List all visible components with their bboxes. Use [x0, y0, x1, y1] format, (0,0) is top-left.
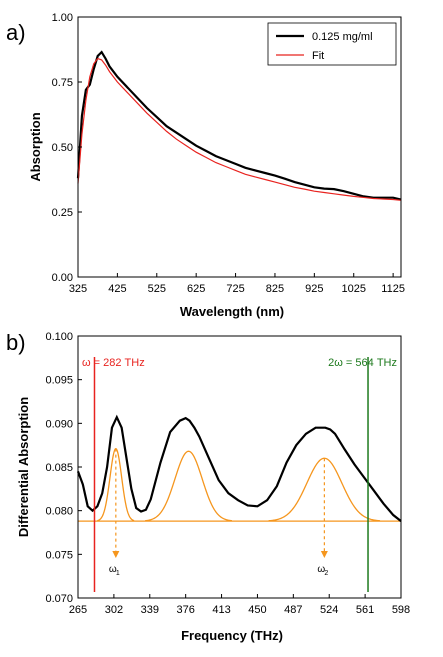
- panel-b-xlabel: Frequency (THz): [181, 628, 283, 643]
- x-tick-label: 598: [392, 604, 410, 616]
- x-tick-label: 376: [176, 604, 194, 616]
- x-tick-label: 1025: [341, 283, 365, 295]
- panel-a-legend: 0.125 mg/ml Fit: [267, 22, 397, 66]
- panel-a-frame: [77, 16, 402, 278]
- y-tick-label: 0.085: [45, 462, 73, 474]
- y-tick-label: 0.095: [45, 375, 73, 387]
- series-measured-line: [76, 50, 402, 201]
- x-tick-label: 450: [248, 604, 266, 616]
- panel-a-y-ticks: 0.00 0.25 0.50 0.75 1.00: [52, 12, 82, 284]
- series-fit-line: [77, 57, 402, 201]
- y-tick-label: 0.100: [45, 331, 73, 343]
- x-tick-label: 561: [356, 604, 374, 616]
- gaussian-component-2: [145, 450, 232, 522]
- panel-b-ylabel: Differential Absorption: [16, 397, 31, 537]
- y-tick-label: 0.75: [52, 77, 73, 89]
- panel-b-plot: [76, 357, 402, 592]
- panel-a-plot: [76, 50, 402, 201]
- x-tick-label: 925: [305, 283, 323, 295]
- x-tick-label: 325: [69, 283, 87, 295]
- x-tick-label: 524: [320, 604, 338, 616]
- omega1-subscript: 1: [116, 570, 120, 577]
- omega2-symbol: ω: [317, 564, 325, 575]
- y-tick-label: 0.00: [52, 272, 73, 284]
- x-tick-label: 625: [187, 283, 205, 295]
- omega-annotation: ω = 282 THz: [82, 357, 145, 369]
- panel-b-label: b): [6, 330, 26, 355]
- panel-a-label: a): [6, 20, 26, 45]
- omega2-label: ω 2: [317, 564, 328, 577]
- x-tick-label: 265: [69, 604, 87, 616]
- panel-a-xlabel: Wavelength (nm): [180, 304, 284, 319]
- panel-a-x-ticks: 325 425 525 625 725 825 925 1025 1125: [69, 273, 405, 295]
- omega1-label: ω 1: [109, 564, 120, 577]
- legend-label-measured: 0.125 mg/ml: [312, 31, 373, 43]
- x-tick-label: 413: [212, 604, 230, 616]
- x-tick-label: 425: [108, 283, 126, 295]
- x-tick-label: 725: [226, 283, 244, 295]
- differential-absorption-line: [76, 414, 402, 523]
- y-tick-label: 0.075: [45, 549, 73, 561]
- panel-a: a) Absorption Wavelength (nm) 325 425 525 6…: [6, 12, 405, 319]
- y-tick-label: 0.25: [52, 207, 73, 219]
- y-tick-label: 1.00: [52, 12, 73, 24]
- panel-b-y-ticks: 0.070 0.075 0.080 0.085 0.090 0.095 0.100: [45, 331, 82, 605]
- x-tick-label: 825: [266, 283, 284, 295]
- y-tick-label: 0.090: [45, 418, 73, 430]
- x-tick-label: 339: [141, 604, 159, 616]
- y-tick-label: 0.080: [45, 506, 73, 518]
- panel-b-x-ticks: 265 302 339 376 413 450 487 524 561 598: [69, 594, 410, 616]
- panel-b-frame: [77, 335, 402, 599]
- x-tick-label: 302: [105, 604, 123, 616]
- panel-b: b) Differential Absorption Frequency (TH…: [6, 330, 410, 643]
- legend-label-fit: Fit: [312, 50, 324, 62]
- two-omega-annotation: 2ω = 564 THz: [328, 357, 397, 369]
- omega2-arrowhead: [320, 551, 328, 558]
- y-tick-label: 0.50: [52, 142, 73, 154]
- omega1-symbol: ω: [109, 564, 117, 575]
- omega1-arrowhead: [112, 551, 120, 558]
- x-tick-label: 525: [148, 283, 166, 295]
- legend-box: [267, 22, 397, 66]
- x-tick-label: 487: [284, 604, 302, 616]
- y-tick-label: 0.070: [45, 593, 73, 605]
- x-tick-label: 1125: [381, 283, 405, 295]
- omega2-subscript: 2: [324, 570, 328, 577]
- panel-a-ylabel: Absorption: [28, 112, 43, 181]
